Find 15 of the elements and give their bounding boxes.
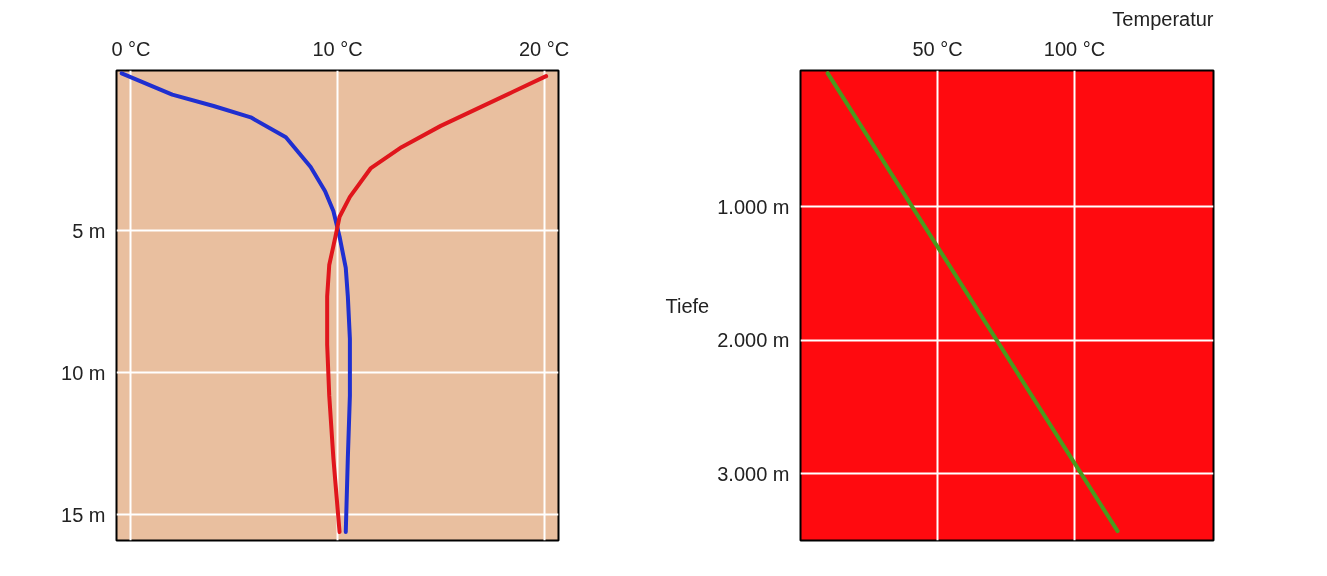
x-tick-label: 0 °C [111,37,151,60]
x-tick-label: 100 °C [1043,37,1106,60]
x-tick-label: 10 °C [312,37,363,60]
x-tick-label: 50 °C [912,37,963,60]
y-tick-label: 1.000 m [717,195,790,218]
line-series [325,74,549,534]
y-tick-label: 3.000 m [717,462,790,485]
y-tick-label: 15 m [61,503,106,526]
x-tick-label: 20 °C [518,37,570,60]
y-axis-title: Tiefe [665,294,710,317]
line-series [119,71,352,534]
y-tick-label: 2.000 m [717,329,790,352]
y-tick-label: 10 m [61,361,106,384]
y-tick-label: 5 m [72,219,106,242]
x-axis-title: Temperatur [1112,7,1214,30]
